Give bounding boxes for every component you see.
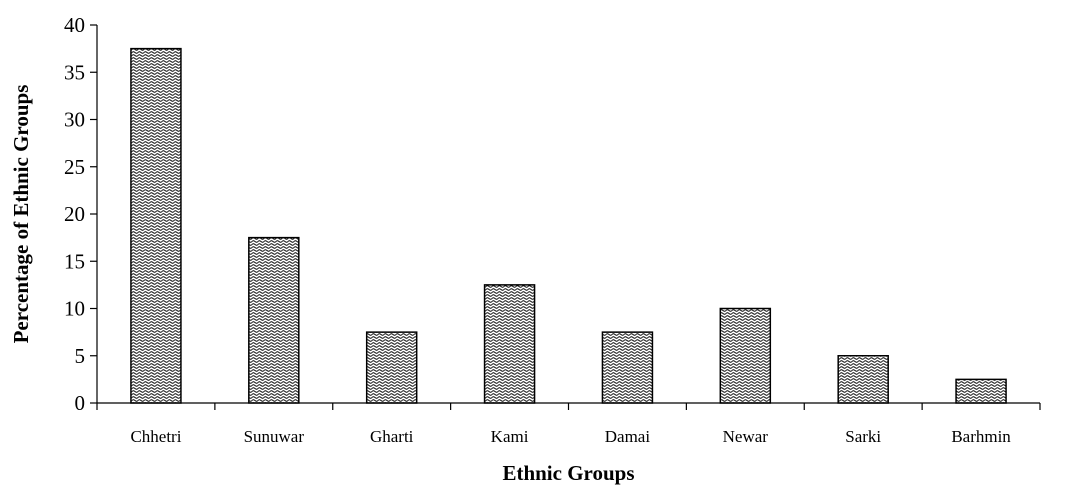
y-tick-label: 15 [64,249,85,273]
y-tick-label: 0 [75,391,86,415]
bar-kami [483,284,536,404]
bar-sunuwar [248,236,300,404]
x-tick-label: Kami [491,427,529,446]
y-axis-title: Percentage of Ethnic Groups [9,85,33,344]
y-tick-label: 10 [64,297,85,321]
x-axis-title: Ethnic Groups [502,461,634,485]
bar-newar [719,307,772,404]
bar-sarki [837,355,889,404]
x-tick-label: Damai [605,427,651,446]
x-tick-label: Sunuwar [244,427,305,446]
plot-area: 0 5 10 15 20 25 30 35 40 Chhetri Sunuwar Gharti Kam… [64,13,1041,446]
bar-gharti [365,331,418,404]
bar-damai [601,331,654,404]
y-tick-label: 40 [64,13,85,37]
bar-barhmin [955,378,1007,404]
y-tick-label: 25 [64,155,85,179]
y-tick-label: 20 [64,202,85,226]
x-tick-label: Newar [723,427,769,446]
y-tick-label: 35 [64,60,85,84]
bar-chhetri [130,47,182,404]
x-tick-label: Barhmin [951,427,1011,446]
y-tick-label: 5 [75,344,86,368]
y-axis-ticks: 0 5 10 15 20 25 30 35 40 [64,13,97,415]
x-axis-ticks: Chhetri Sunuwar Gharti Kami Damai Newar Sarki B… [96,403,1041,446]
x-tick-label: Chhetri [130,427,181,446]
x-tick-label: Gharti [370,427,414,446]
x-tick-label: Sarki [845,427,881,446]
bars [130,47,1007,404]
y-tick-label: 30 [64,108,85,132]
